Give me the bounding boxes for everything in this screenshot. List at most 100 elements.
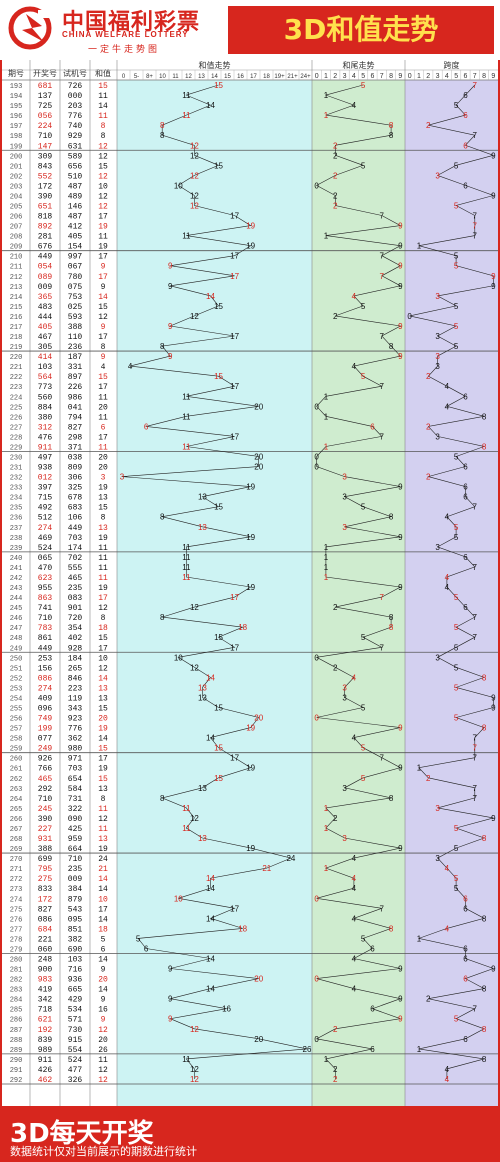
sum-value-cell: 26	[98, 1046, 108, 1055]
span-bin-label: 2	[426, 73, 430, 80]
sum-trend-point: 11	[182, 804, 191, 813]
draw-number-cell: 827	[38, 905, 53, 914]
span-trend-point: 5	[454, 523, 459, 532]
sum-value-cell: 13	[98, 524, 108, 533]
span-trend-point: 6	[463, 894, 468, 903]
span-trend-point: 5	[454, 874, 459, 883]
test-number-cell: 388	[68, 323, 83, 332]
test-number-cell: 780	[68, 273, 83, 282]
draw-number-cell: 292	[38, 785, 53, 794]
sum-value-cell: 19	[98, 765, 108, 774]
issue-cell: 266	[10, 816, 23, 824]
draw-number-cell: 253	[38, 654, 53, 663]
sum-value-cell: 12	[98, 1076, 108, 1085]
test-number-cell: 593	[68, 313, 83, 322]
test-number-cell: 584	[68, 785, 83, 794]
span-trend-point: 9	[491, 272, 496, 281]
sum-trend-point: 12	[190, 191, 199, 200]
sum-trend-point: 10	[174, 653, 183, 662]
draw-number-cell: 380	[38, 413, 53, 422]
sum-value-cell: 15	[98, 775, 108, 784]
issue-cell: 246	[10, 615, 23, 623]
span-trend-point: 5	[454, 1015, 459, 1024]
span-trend-point: 5	[454, 252, 459, 261]
issue-cell: 241	[10, 565, 23, 573]
test-number-cell: 730	[68, 1026, 83, 1035]
tail-bin-label: 8	[389, 73, 393, 80]
span-trend-point: 6	[463, 955, 468, 964]
sum-trend-point: 19	[246, 844, 255, 853]
span-trend-point: 5	[454, 161, 459, 170]
sum-trend-point: 15	[214, 372, 223, 381]
span-trend-point: 8	[482, 673, 487, 682]
sum-trend-point: 12	[190, 1075, 199, 1084]
sum-value-cell: 15	[98, 373, 108, 382]
test-number-cell: 371	[68, 443, 83, 452]
tail-trend-point: 2	[333, 814, 338, 823]
test-number-cell: 936	[68, 976, 83, 985]
sum-value-cell: 15	[98, 82, 108, 91]
draw-number-cell: 512	[38, 514, 53, 523]
tail-trend-point: 8	[389, 794, 394, 803]
issue-cell: 276	[10, 916, 23, 924]
test-number-cell: 901	[68, 604, 83, 613]
sum-trend-point: 15	[214, 774, 223, 783]
tail-trend-point: 9	[398, 1015, 403, 1024]
draw-number-cell: 414	[38, 353, 53, 362]
tail-trend-point: 5	[361, 503, 366, 512]
sum-trend-point: 14	[206, 874, 215, 883]
sum-bin-label: 16	[237, 74, 244, 80]
draw-number-cell: 405	[38, 323, 53, 332]
test-number-cell: 384	[68, 885, 83, 894]
sum-value-cell: 11	[98, 825, 108, 834]
test-number-cell: 929	[68, 132, 83, 141]
span-bin-label: 1	[417, 73, 421, 80]
sum-trend-point: 17	[230, 272, 239, 281]
test-number-cell: 465	[68, 574, 83, 583]
draw-number-cell: 621	[38, 1016, 53, 1025]
sum-bin-label: 24+	[300, 74, 311, 80]
span-trend-point: 4	[445, 1065, 450, 1074]
span-trend-point: 7	[473, 744, 478, 753]
tail-trend-point: 2	[333, 151, 338, 160]
draw-number-cell: 409	[38, 694, 53, 703]
span-trend-point: 5	[454, 593, 459, 602]
draw-number-cell: 564	[38, 373, 53, 382]
sum-trend-point: 13	[198, 784, 207, 793]
issue-cell: 211	[10, 264, 23, 272]
test-number-cell: 362	[68, 735, 83, 744]
issue-cell: 290	[10, 1057, 23, 1065]
sum-trend-point: 8	[160, 342, 165, 351]
span-trend-point: 6	[463, 91, 468, 100]
span-trend-point: 8	[482, 442, 487, 451]
draw-number-cell: 275	[38, 875, 53, 884]
issue-cell: 212	[10, 274, 23, 282]
draw-number-cell: 012	[38, 474, 53, 483]
sum-trend-point: 9	[168, 1015, 173, 1024]
span-trend-point: 5	[454, 101, 459, 110]
issue-cell: 281	[10, 967, 23, 975]
span-trend-point: 5	[454, 302, 459, 311]
issue-cell: 222	[10, 374, 23, 382]
sum-bin-label: 12	[185, 74, 192, 80]
test-number-cell: 631	[68, 142, 83, 151]
sum-trend-point: 14	[206, 914, 215, 923]
sum-value-cell: 14	[98, 674, 108, 683]
issue-cell: 234	[10, 495, 23, 503]
issue-cell: 250	[10, 655, 23, 663]
sum-value-cell: 20	[98, 454, 108, 463]
draw-number-cell: 749	[38, 715, 53, 724]
tail-trend-point: 3	[342, 784, 347, 793]
sum-value-cell: 20	[98, 403, 108, 412]
sum-trend-point: 6	[144, 944, 149, 953]
draw-number-cell: 699	[38, 855, 53, 864]
draw-number-cell: 718	[38, 1006, 53, 1015]
tail-trend-point: 1	[324, 543, 329, 552]
span-trend-point: 6	[463, 603, 468, 612]
tail-trend-point: 8	[389, 131, 394, 140]
issue-cell: 196	[10, 113, 23, 121]
tail-trend-point: 3	[342, 834, 347, 843]
test-number-cell: 716	[68, 966, 83, 975]
span-trend-point: 7	[473, 794, 478, 803]
span-bin-label: 4	[445, 73, 449, 80]
